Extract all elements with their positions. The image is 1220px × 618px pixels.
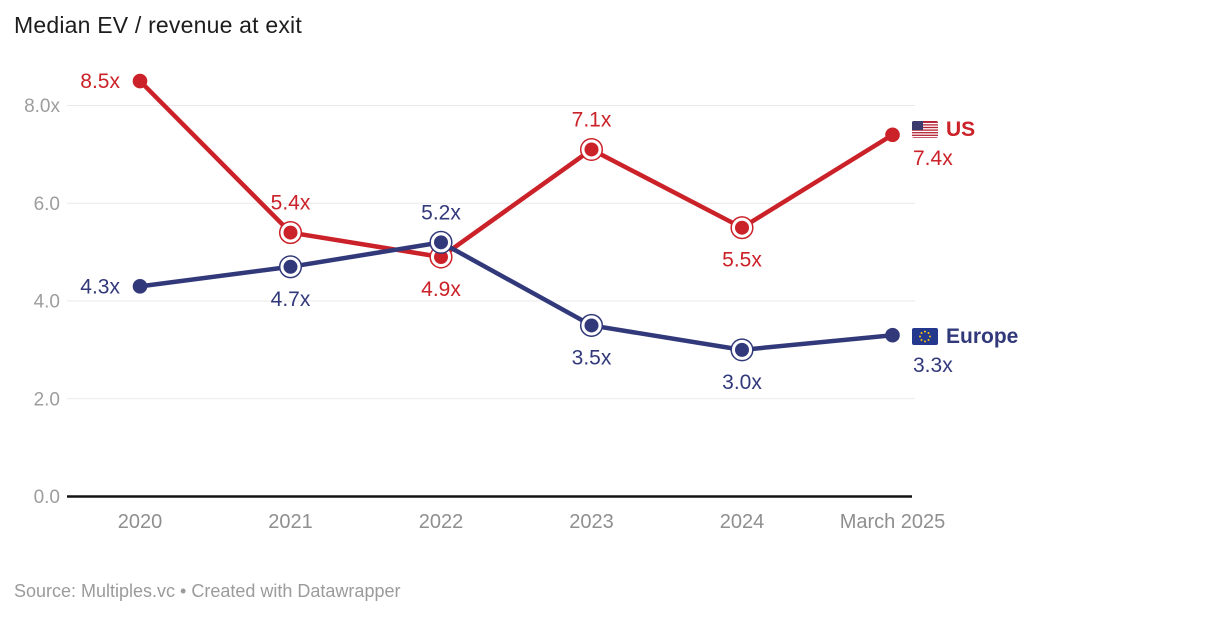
- data-point-europe-march-2025[interactable]: [885, 327, 900, 343]
- value-label-europe-2022: 5.2x: [421, 201, 461, 224]
- legend-label-us: US: [946, 118, 976, 141]
- value-label-europe-2021: 4.7x: [271, 288, 311, 311]
- legend-value-europe: 3.3x: [913, 354, 953, 378]
- value-label-europe-2020: 4.3x: [80, 275, 120, 298]
- legend-value-us: 7.4x: [913, 147, 953, 171]
- x-tick-label-2022: 2022: [419, 511, 464, 533]
- data-point-us-march-2025[interactable]: [885, 127, 900, 143]
- data-point-europe-2022[interactable]: [434, 235, 448, 250]
- value-label-europe-2024: 3.0x: [722, 371, 762, 394]
- data-point-us-2021[interactable]: [283, 225, 298, 240]
- y-tick-label-6.0: 6.0: [34, 194, 60, 215]
- series-line-us: [137, 78, 895, 260]
- y-tick-label-8.0x: 8.0x: [24, 96, 60, 117]
- data-point-europe-2024[interactable]: [735, 342, 749, 357]
- value-label-us-2020: 8.5x: [80, 70, 120, 93]
- data-point-europe-2021[interactable]: [283, 259, 298, 274]
- legend-label-europe: Europe: [946, 325, 1019, 348]
- value-label-us-2022: 4.9x: [421, 278, 461, 301]
- y-tick-label-2.0: 2.0: [34, 389, 60, 410]
- chart-title: Median EV / revenue at exit: [14, 12, 302, 38]
- y-tick-label-4.0: 4.0: [34, 292, 60, 313]
- data-point-europe-2020[interactable]: [132, 279, 148, 294]
- value-label-europe-2023: 3.5x: [572, 346, 612, 369]
- legend-item-europe: Europe 3.3x: [912, 325, 1018, 377]
- value-label-us-2021: 5.4x: [271, 192, 311, 215]
- source-attribution: Source: Multiples.vc • Created with Data…: [14, 581, 401, 601]
- data-point-us-2023[interactable]: [584, 142, 599, 157]
- x-tick-label-2024: 2024: [720, 511, 765, 533]
- eu-flag-icon: [912, 328, 938, 346]
- x-tick-label-2023: 2023: [569, 511, 614, 533]
- x-tick-label-2021: 2021: [268, 511, 313, 533]
- data-point-us-2020[interactable]: [132, 73, 148, 89]
- x-tick-label-march-2025: March 2025: [840, 511, 946, 533]
- y-tick-label-0.0: 0.0: [34, 487, 60, 508]
- data-point-us-2022[interactable]: [434, 250, 448, 265]
- chart-canvas[interactable]: 8.0x 6.0 4.0 2.0 0.0 2020 2021 2022 2023 2024 Marc…: [0, 0, 1220, 560]
- us-flag-icon: [912, 121, 938, 139]
- data-point-europe-2023[interactable]: [584, 318, 599, 333]
- legend-item-us: US 7.4x: [912, 118, 975, 170]
- series-line-europe: [137, 240, 895, 353]
- value-label-us-2024: 5.5x: [722, 249, 762, 272]
- x-tick-label-2020: 2020: [118, 511, 163, 533]
- value-label-us-2023: 7.1x: [572, 108, 612, 131]
- data-point-us-2024[interactable]: [735, 220, 749, 235]
